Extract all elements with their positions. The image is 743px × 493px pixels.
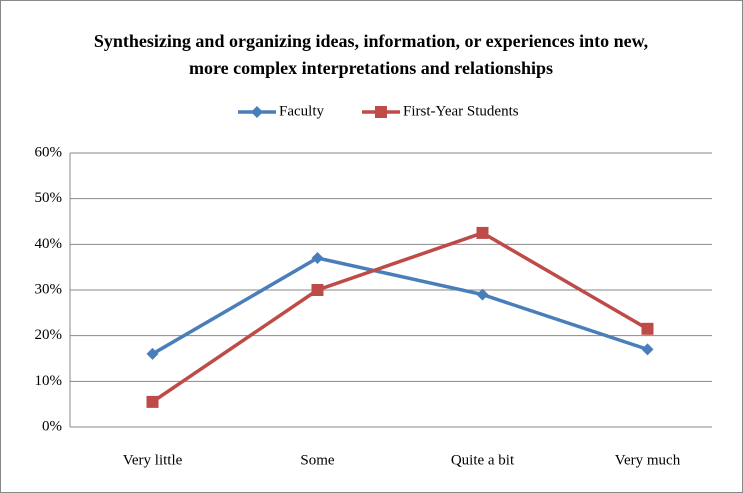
y-tick-label: 20%: [35, 327, 63, 343]
series-line: [151, 256, 649, 356]
y-tick-label: 30%: [35, 281, 63, 297]
point: [375, 106, 387, 118]
y-tick-label: 0%: [42, 418, 62, 434]
point: [641, 343, 654, 356]
point: [251, 106, 263, 118]
point: [311, 284, 324, 296]
x-tick-label: Very little: [123, 452, 183, 468]
y-tick-label: 10%: [35, 373, 63, 389]
y-tick-label: 40%: [35, 236, 63, 252]
x-tick-label: Some: [300, 452, 335, 468]
legend-label: Faculty: [279, 103, 324, 119]
chart-title: more complex interpretations and relatio…: [189, 58, 553, 78]
y-tick-label: 50%: [35, 190, 63, 206]
point: [476, 288, 489, 301]
series-line: [151, 231, 649, 404]
point: [311, 252, 324, 265]
y-tick-label: 60%: [35, 144, 63, 160]
chart-title: Synthesizing and organizing ideas, infor…: [94, 31, 648, 51]
legend-label: First-Year Students: [403, 103, 519, 119]
x-tick-label: Quite a bit: [451, 452, 515, 468]
point: [146, 347, 159, 360]
point: [146, 395, 159, 408]
x-tick-label: Very much: [615, 452, 681, 468]
point: [641, 322, 654, 335]
point: [476, 226, 489, 239]
